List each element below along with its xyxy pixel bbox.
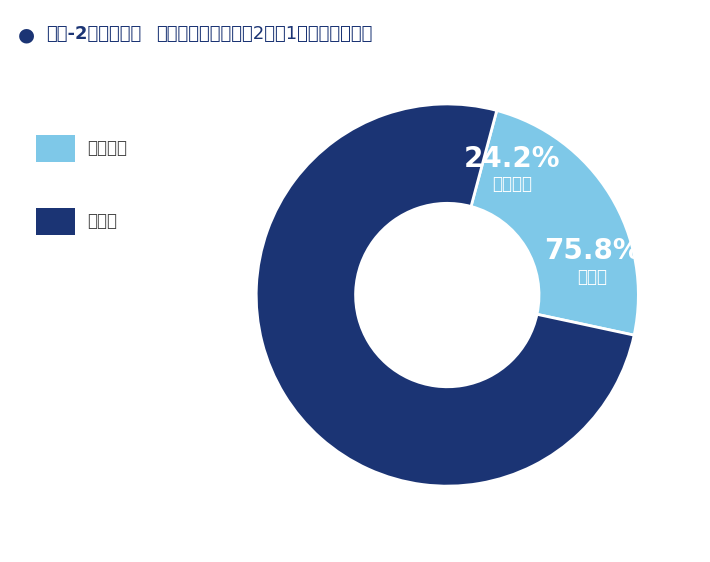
Text: 中小企業: 中小企業: [87, 139, 127, 157]
Wedge shape: [256, 104, 634, 486]
Text: 大企業: 大企業: [87, 212, 117, 230]
Text: 75.8%: 75.8%: [545, 237, 641, 265]
Text: 大企業: 大企業: [577, 268, 608, 286]
Text: （中小企業基本法第2条第1項による分類）: （中小企業基本法第2条第1項による分類）: [156, 25, 373, 43]
Text: ●: ●: [18, 25, 35, 44]
Text: 中小企業: 中小企業: [492, 175, 532, 193]
Text: 24.2%: 24.2%: [464, 144, 560, 173]
Text: 【図-2】企業規模: 【図-2】企業規模: [46, 25, 141, 43]
Wedge shape: [471, 111, 638, 335]
